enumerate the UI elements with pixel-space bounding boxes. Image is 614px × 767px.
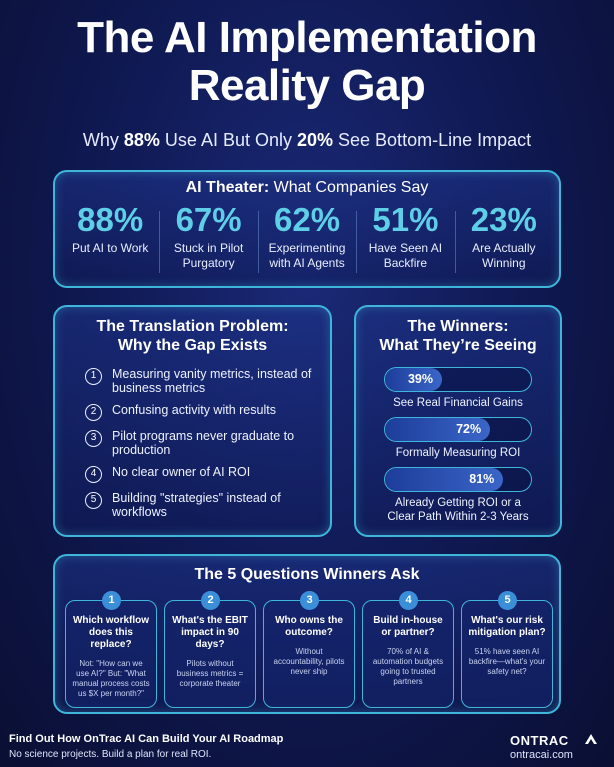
list-item: 4 No clear owner of AI ROI [85, 465, 320, 483]
question-card: 5 What's our risk mitigation plan? 51% h… [461, 591, 553, 708]
subtitle-text: See Bottom-Line Impact [333, 130, 532, 150]
footer-subtext: No science projects. Build a plan for re… [9, 749, 212, 760]
list-item-text: No clear owner of AI ROI [112, 465, 251, 479]
ai-theater-title-rest: What Companies Say [269, 179, 429, 196]
list-item-text: Confusing activity with results [112, 403, 276, 417]
number-badge: 1 [85, 368, 102, 385]
list-item: 5 Building "strategies" instead of workf… [85, 491, 320, 519]
progress-bar-fill [385, 418, 491, 441]
title-line-2: Reality Gap [188, 61, 426, 110]
progress-label: See Real Financial Gains [393, 397, 523, 409]
translation-list: 1 Measuring vanity metrics, instead of b… [55, 367, 330, 519]
stat-item: 23% Are Actually Winning [454, 201, 553, 273]
progress-value: 72% [456, 422, 482, 436]
winners-list: 39% See Real Financial Gains 72% Formall… [356, 367, 560, 524]
questions-row: 1 Which workflow does this replace? Not:… [65, 591, 553, 708]
ai-theater-panel: AI Theater: What Companies Say 88% Put A… [53, 170, 561, 288]
stat-value: 62% [273, 201, 341, 238]
translation-problem-panel: The Translation Problem: Why the Gap Exi… [53, 305, 332, 537]
question-card: 2 What's the EBIT impact in 90 days? Pil… [164, 591, 256, 708]
winners-title-line-2: What They’re Seeing [379, 337, 537, 354]
progress-bar: 39% [384, 367, 532, 392]
questions-title: The 5 Questions Winners Ask [194, 566, 420, 583]
list-item-text: Pilot programs never graduate to product… [112, 429, 295, 457]
question-number-badge: 1 [102, 591, 121, 610]
question-body: Without accountability, pilots never shi… [273, 647, 345, 676]
question-body: 51% have seen AI backfire—what's your sa… [468, 647, 546, 676]
question-card: 3 Who owns the outcome? Without accounta… [263, 591, 355, 708]
number-badge: 2 [85, 404, 102, 421]
progress-label: Formally Measuring ROI [395, 447, 521, 459]
stat-label: Stuck in Pilot Purgatory [173, 241, 244, 270]
progress-value: 81% [469, 472, 495, 486]
question-number-badge: 5 [498, 591, 517, 610]
stat-value: 23% [470, 201, 537, 238]
title-line-1: The AI Implementation [77, 13, 537, 62]
stats-row: 88% Put AI to Work 67% Stuck in Pilot Pu… [55, 201, 559, 273]
translation-title-line-2: Why the Gap Exists [117, 337, 268, 354]
subtitle-pct-1: 88% [123, 130, 160, 150]
list-item: 3 Pilot programs never graduate to produ… [85, 429, 320, 457]
progress-item: 39% See Real Financial Gains [384, 367, 532, 410]
question-title: Build in-house or partner? [373, 615, 443, 638]
stat-value: 51% [372, 201, 439, 238]
stat-item: 88% Put AI to Work [61, 201, 159, 271]
question-body: 70% of AI & automation budgets going to … [372, 647, 444, 686]
stat-value: 88% [77, 201, 144, 238]
stat-label: Are Actually Winning [472, 241, 536, 270]
stat-item: 62% Experimenting with AI Agents [257, 201, 356, 273]
subtitle-text: Why [82, 130, 124, 150]
list-item: 1 Measuring vanity metrics, instead of b… [85, 367, 320, 395]
question-body: Pilots without business metrics = corpor… [176, 659, 244, 688]
progress-item: 81% Already Getting ROI or a Clear Path … [384, 467, 532, 524]
list-item-text: Measuring vanity metrics, instead of bus… [112, 367, 312, 395]
question-number-badge: 2 [201, 591, 220, 610]
number-badge: 4 [85, 466, 102, 483]
question-card: 1 Which workflow does this replace? Not:… [65, 591, 157, 708]
subtitle-pct-2: 20% [296, 130, 334, 150]
question-title: What's the EBIT impact in 90 days? [172, 615, 248, 650]
list-item-text: Building "strategies" instead of workflo… [112, 491, 281, 519]
winners-title-line-1: The Winners: [407, 318, 509, 335]
chevron-up-icon [585, 734, 597, 744]
list-item: 2 Confusing activity with results [85, 403, 320, 421]
question-number-badge: 4 [399, 591, 418, 610]
progress-bar: 81% [384, 467, 532, 492]
stat-item: 51% Have Seen AI Backfire [356, 201, 454, 273]
stat-label: Have Seen AI Backfire [368, 241, 443, 270]
stat-label: Put AI to Work [71, 241, 149, 255]
number-badge: 5 [85, 492, 102, 509]
question-number-badge: 3 [300, 591, 319, 610]
stat-item: 67% Stuck in Pilot Purgatory [159, 201, 257, 273]
question-card: 4 Build in-house or partner? 70% of AI &… [362, 591, 454, 708]
page-title: The AI Implementation Reality Gap [0, 14, 614, 110]
ai-theater-title: AI Theater: What Companies Say [55, 179, 559, 197]
progress-item: 72% Formally Measuring ROI [384, 417, 532, 460]
winners-title: The Winners: What They’re Seeing [356, 317, 560, 355]
progress-value: 39% [407, 372, 433, 386]
translation-title-line-1: The Translation Problem: [96, 318, 289, 335]
question-title: Which workflow does this replace? [72, 615, 150, 650]
translation-title: The Translation Problem: Why the Gap Exi… [55, 317, 330, 355]
progress-label: Already Getting ROI or a Clear Path With… [387, 497, 529, 523]
progress-bar-fill [385, 368, 442, 391]
winners-panel: The Winners: What They’re Seeing 39% See… [354, 305, 562, 537]
question-title: Who owns the outcome? [275, 615, 343, 638]
stat-value: 67% [175, 201, 242, 238]
brand-url[interactable]: ontracai.com [510, 749, 573, 761]
ai-theater-title-bold: AI Theater: [185, 179, 270, 196]
progress-bar-fill [385, 468, 504, 491]
brand-logo: ONTRAC [510, 733, 569, 748]
number-badge: 3 [85, 430, 102, 447]
page-subtitle: Why 88% Use AI But Only 20% See Bottom-L… [0, 130, 614, 151]
question-title: What's our risk mitigation plan? [468, 615, 546, 638]
questions-panel: The 5 Questions Winners Ask 1 Which work… [53, 554, 561, 714]
question-body: Not: "How can we use AI?" But: "What man… [72, 659, 150, 698]
footer-cta: Find Out How OnTrac AI Can Build Your AI… [9, 733, 284, 745]
stat-label: Experimenting with AI Agents [268, 241, 346, 270]
subtitle-text: Use AI But Only [159, 130, 297, 150]
progress-bar: 72% [384, 417, 532, 442]
